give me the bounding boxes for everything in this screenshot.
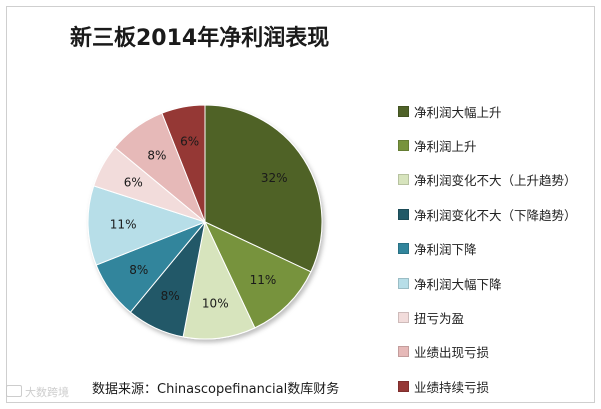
legend-swatch [398,277,409,289]
legend-label: 净利润大幅上升 [414,104,502,120]
legend-label: 净利润下降 [414,242,477,258]
legend-item: 净利润变化不大（下降趋势） [398,197,598,231]
legend-swatch [398,174,409,186]
slice-label: 6% [180,135,199,149]
legend-item: 扭亏为盈 [398,300,598,334]
legend-label: 净利润上升 [414,139,477,155]
watermark: 大数跨境 [6,384,69,400]
legend-label: 净利润变化不大（下降趋势） [414,207,577,223]
pie-slice [182,220,256,340]
legend-label: 业绩持续亏损 [414,379,490,395]
legend-swatch [398,380,409,392]
slice-label: 8% [161,289,180,303]
legend-swatch [398,208,409,220]
slice-label: 10% [202,296,229,310]
legend-item: 净利润下降 [398,232,598,266]
source-note: 数据来源：Chinascopefinancial数库财务 [92,382,340,397]
watermark-text: 大数跨境 [25,386,69,399]
slice-label: 6% [124,176,143,190]
legend-swatch [398,140,409,152]
pie-slice [204,104,323,273]
legend-swatch [398,346,409,358]
watermark-icon [6,385,22,397]
slice-label: 8% [147,149,166,163]
legend: 净利润大幅上升 净利润上升净利润变化不大（上升趋势） 净利润变化不大（下降趋势） 净利… [398,94,598,404]
legend-item: 净利润大幅上升 [398,94,598,128]
slice-label: 8% [129,263,148,277]
pie-slices [87,104,323,340]
slice-label: 32% [261,171,288,185]
pie-slice [87,185,207,266]
legend-item: 业绩持续亏损 [398,369,598,403]
legend-item: 净利润变化不大（上升趋势） [398,163,598,197]
legend-swatch [398,312,409,324]
pie-slice [203,220,312,329]
legend-label: 扭亏为盈 [414,311,465,327]
pie-slice [161,104,206,223]
legend-swatch [398,105,409,117]
legend-swatch [398,243,409,255]
legend-label: 业绩出现亏损 [414,345,490,361]
legend-item: 业绩出现亏损 [398,335,598,369]
legend-label: 净利润大幅下降 [414,276,502,292]
legend-item: 净利润大幅下降 [398,266,598,300]
chart-title: 新三板2014年净利润表现 [70,26,330,51]
pie-labels: 32% 11% 10% 8% 8% 11% 6% 8% 6% [110,135,288,311]
legend-item: 净利润上升 [398,128,598,162]
legend-label: 净利润变化不大（上升趋势） [414,173,577,189]
slice-label: 11% [250,273,277,287]
slice-label: 11% [110,218,137,232]
